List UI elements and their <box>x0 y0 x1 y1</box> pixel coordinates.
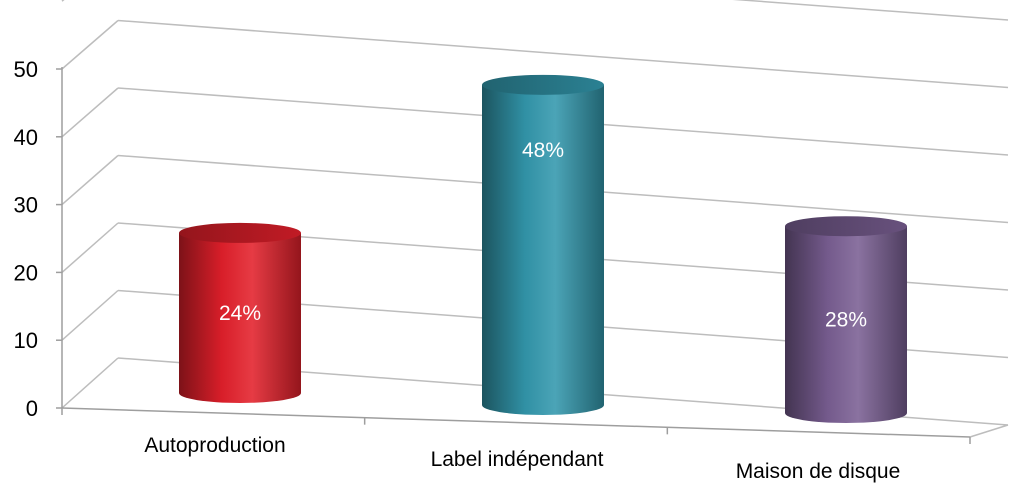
gridline-side-0 <box>61 357 119 409</box>
gridline-side-1 <box>61 289 119 341</box>
gridline-side-2 <box>61 222 119 273</box>
bar-0: 24% <box>179 222 301 403</box>
y-tick-label: 0 <box>26 396 38 421</box>
chart-axes <box>56 67 1009 444</box>
y-tick-label: 20 <box>14 260 38 285</box>
bar-top <box>179 222 301 243</box>
gridline-side-5 <box>61 19 119 70</box>
y-tick-label: 40 <box>14 125 38 150</box>
y-tick-label: 10 <box>14 328 38 353</box>
gridline-side-4 <box>61 87 119 138</box>
gridline-back-6 <box>732 0 1009 21</box>
y-tick-label: 30 <box>14 193 38 218</box>
bar-top <box>482 74 604 95</box>
x-category-label: Autoproduction <box>144 434 285 457</box>
data-label: 24% <box>219 302 261 325</box>
gridline-side-6 <box>61 0 65 2</box>
gridline-back-5 <box>117 19 1009 89</box>
y-axis-ticks: 0 10 20 30 40 50 <box>14 57 38 421</box>
bar-1: 48% <box>482 74 604 415</box>
x-category-label: Maison de disque <box>736 460 901 483</box>
gridline-side-3 <box>61 154 119 206</box>
x-axis-line <box>61 407 971 438</box>
y-tick-label: 50 <box>14 57 38 82</box>
floor-right-edge <box>969 424 1009 438</box>
data-label: 48% <box>522 139 564 162</box>
x-axis-labels: Autoproduction Label indépendant Maison de… <box>144 434 900 483</box>
data-label: 28% <box>825 309 867 332</box>
bar-top <box>785 216 907 237</box>
bar-2: 28% <box>785 216 907 423</box>
bar-body <box>482 84 604 415</box>
bar-body <box>179 232 301 403</box>
bar-body <box>785 226 907 423</box>
x-category-label: Label indépendant <box>431 448 604 471</box>
chart-bars: 24% 48% 28% <box>179 74 907 423</box>
